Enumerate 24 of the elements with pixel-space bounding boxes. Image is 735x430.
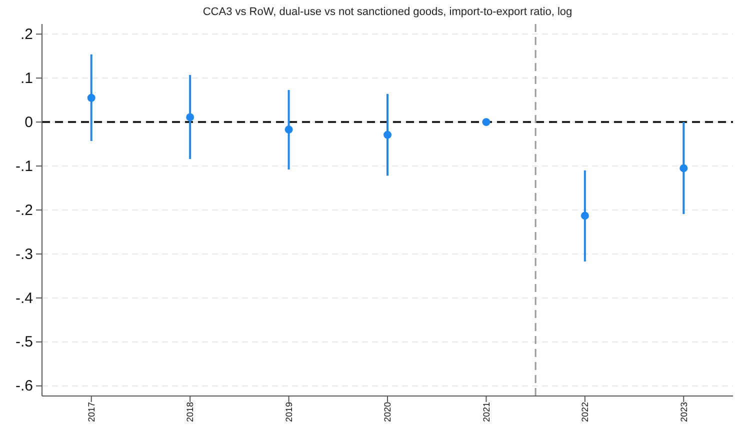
chart-title: CCA3 vs RoW, dual-use vs not sanctioned goods, import-to-export ratio, log: [202, 6, 572, 18]
x-tick-label: 2022: [580, 402, 590, 422]
x-tick-label: 2020: [382, 402, 393, 422]
x-tick-label: 2018: [185, 402, 196, 422]
y-tick-label: -.5: [15, 334, 33, 351]
point: [284, 126, 293, 134]
x-tick-label: 2019: [284, 402, 294, 422]
y-tick-label: -.6: [15, 378, 33, 395]
point: [87, 94, 96, 102]
x-tick-label: 2023: [678, 402, 689, 422]
point: [680, 164, 688, 172]
point: [580, 212, 589, 220]
point: [186, 113, 194, 122]
y-tick-label: -.2: [15, 202, 33, 219]
x-tick-label: 2017: [86, 402, 97, 422]
y-tick-label: .2: [20, 26, 33, 43]
point: [482, 118, 490, 126]
y-tick-label: -.1: [15, 158, 33, 175]
x-tick-label: 2021: [481, 402, 492, 422]
point: [384, 130, 392, 139]
y-tick-label: .1: [20, 70, 33, 87]
y-tick-label: 0: [24, 114, 33, 131]
y-tick-label: -.3: [15, 246, 33, 263]
y-tick-label: -.4: [15, 290, 33, 307]
